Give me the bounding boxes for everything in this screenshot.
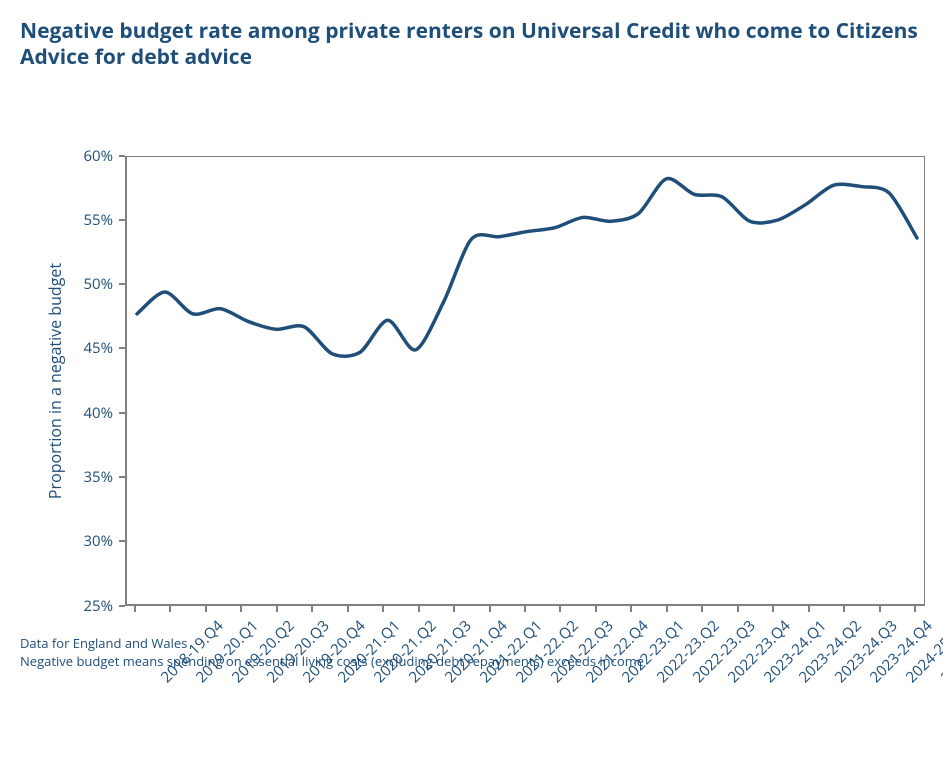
y-tick-mark (119, 155, 125, 157)
y-tick-mark (119, 347, 125, 349)
y-tick-mark (119, 476, 125, 478)
x-tick-mark (772, 606, 774, 612)
x-tick-mark (701, 606, 703, 612)
x-tick-mark (489, 606, 491, 612)
y-tick-label: 45% (73, 338, 113, 358)
x-tick-mark (524, 606, 526, 612)
x-tick-mark (808, 606, 810, 612)
x-tick-mark (595, 606, 597, 612)
x-tick-mark (134, 606, 136, 612)
footnote-line: Data for England and Wales (20, 635, 644, 653)
y-tick-label: 55% (73, 210, 113, 230)
y-tick-label: 35% (73, 467, 113, 487)
line-series (127, 157, 927, 607)
x-tick-mark (240, 606, 242, 612)
x-tick-mark (453, 606, 455, 612)
x-tick-mark (169, 606, 171, 612)
y-tick-mark (119, 283, 125, 285)
chart-title: Negative budget rate among private rente… (20, 18, 923, 71)
data-line (137, 178, 917, 356)
chart-footnotes: Data for England and Wales Negative budg… (20, 635, 644, 670)
x-tick-mark (347, 606, 349, 612)
x-tick-mark (879, 606, 881, 612)
plot-region (125, 156, 925, 606)
y-axis-label: Proportion in a negative budget (44, 262, 66, 498)
y-tick-label: 30% (73, 531, 113, 551)
x-tick-mark (914, 606, 916, 612)
y-tick-label: 60% (73, 146, 113, 166)
x-tick-mark (276, 606, 278, 612)
y-tick-mark (119, 412, 125, 414)
y-tick-mark (119, 540, 125, 542)
chart-container: Negative budget rate among private rente… (0, 0, 943, 681)
x-tick-mark (666, 606, 668, 612)
x-tick-mark (559, 606, 561, 612)
x-tick-mark (382, 606, 384, 612)
y-tick-mark (119, 605, 125, 607)
y-tick-label: 25% (73, 596, 113, 616)
x-tick-mark (205, 606, 207, 612)
x-tick-mark (737, 606, 739, 612)
x-tick-mark (630, 606, 632, 612)
x-tick-mark (311, 606, 313, 612)
y-tick-mark (119, 219, 125, 221)
y-tick-label: 40% (73, 403, 113, 423)
y-tick-label: 50% (73, 274, 113, 294)
x-tick-mark (418, 606, 420, 612)
x-tick-mark (843, 606, 845, 612)
footnote-line: Negative budget means spending on essent… (20, 653, 644, 671)
